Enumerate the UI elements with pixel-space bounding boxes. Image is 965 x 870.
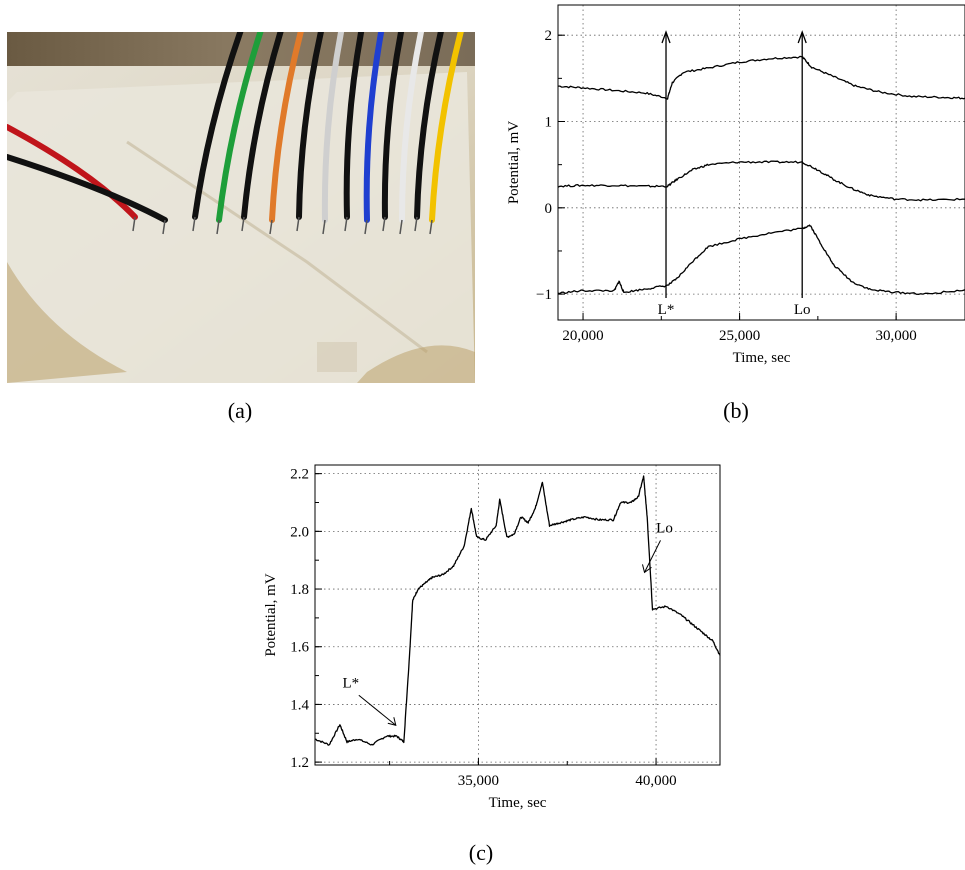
y-tick-label: 0 [545, 201, 553, 217]
series-line [558, 55, 965, 100]
electrode-pin [162, 219, 166, 235]
leaf-vein [126, 140, 428, 354]
x-axis-label: Time, sec [733, 350, 791, 366]
y-axis-label: Potential, mV [506, 121, 522, 204]
marker-arrow-head [661, 30, 671, 44]
y-tick-label: 2.2 [290, 467, 309, 483]
electrode-wire [192, 32, 244, 220]
paper-patch [317, 342, 357, 372]
y-tick-label: 1.6 [290, 640, 309, 656]
chart-axes: 20,000 25,000 30,000 −1 0 1 2 Time, sec Potentia… [506, 4, 965, 366]
electrode-pin [364, 219, 368, 235]
electrode-wire [7, 154, 168, 223]
electrode-pin [382, 216, 386, 232]
x-tick-label: 30,000 [875, 328, 916, 344]
x-tick-label: 25,000 [719, 328, 760, 344]
y-axis-label: Potential, mV [263, 573, 279, 656]
y-tick-label: 2.0 [290, 524, 309, 540]
panel-label-a: (a) [227, 398, 253, 423]
electrode-wires [7, 32, 464, 235]
plot-frame [557, 4, 965, 321]
electrode-pin [344, 216, 348, 232]
electrode-wire [363, 32, 385, 223]
y-tick-label: −1 [536, 287, 552, 303]
annotation-label: Lo [656, 520, 673, 536]
chart-axes: 35,000 40,000 1.2 1.4 1.6 1.8 2.0 2.2 Time, sec P… [263, 464, 721, 811]
electrode-pin [399, 219, 403, 235]
leaf-stain [7, 262, 127, 383]
electrode-pin [192, 216, 196, 232]
marker-arrow-head [797, 30, 807, 44]
electrode-pin [132, 216, 136, 232]
x-tick-label: 40,000 [635, 773, 676, 789]
panel-label-c: (c) [468, 840, 494, 865]
y-tick-label: 1.8 [290, 582, 309, 598]
marker-label: L* [658, 302, 675, 318]
annotation-arrow [644, 540, 661, 573]
electrode-wire [296, 32, 324, 220]
y-tick-label: 2 [545, 28, 553, 44]
series-line [557, 160, 965, 202]
electrode-photo [7, 32, 475, 383]
electrode-pin [269, 219, 273, 235]
electrode-wire [216, 32, 264, 223]
electrode-wire [269, 32, 304, 223]
annotation-arrow-head [387, 717, 397, 726]
series-line [314, 475, 721, 746]
panel-label-b: (b) [723, 398, 749, 423]
y-tick-label: 1.2 [290, 755, 309, 771]
y-tick-label: 1 [545, 115, 553, 131]
chart-b: 20,000 25,000 30,000 −1 0 1 2 Time, sec Potentia… [506, 4, 965, 366]
annotation-arrow [358, 694, 397, 726]
y-tick-label: 1.4 [290, 697, 309, 713]
plot-frame [314, 464, 721, 766]
electrode-wire [399, 32, 425, 223]
electrode-wire [7, 124, 138, 220]
electrode-wire [414, 32, 444, 220]
chart-c: 35,000 40,000 1.2 1.4 1.6 1.8 2.0 2.2 Time, sec P… [263, 464, 721, 811]
electrode-pin [414, 216, 418, 232]
x-tick-label: 35,000 [458, 773, 499, 789]
x-axis-label: Time, sec [489, 795, 547, 811]
marker-label: Lo [794, 302, 811, 318]
electrode-pin [429, 219, 433, 235]
leaf-surface [7, 72, 475, 383]
electrode-wire [241, 32, 284, 220]
annotation-label: L* [342, 675, 359, 691]
annotation-arrow-head [642, 564, 652, 574]
x-tick-label: 20,000 [562, 328, 603, 344]
electrode-pin [296, 216, 300, 232]
electrode-wire [321, 32, 345, 223]
series-line [557, 224, 965, 296]
electrode-wire [381, 32, 405, 220]
electrode-wire [343, 32, 365, 220]
electrode-wire [429, 32, 464, 223]
electrode-pin [216, 219, 220, 235]
electrode-pin [241, 216, 245, 232]
electrode-pin [322, 219, 326, 235]
leaf-stain [357, 345, 475, 383]
